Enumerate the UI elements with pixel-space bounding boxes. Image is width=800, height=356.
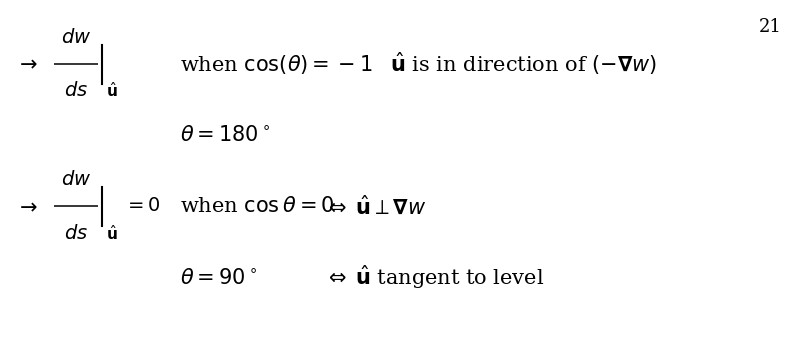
Text: $\hat{\mathbf{u}}$: $\hat{\mathbf{u}}$ xyxy=(106,224,118,243)
Text: $\Leftrightarrow\;\hat{\mathbf{u}} \perp \boldsymbol{\nabla}w$: $\Leftrightarrow\;\hat{\mathbf{u}} \perp… xyxy=(324,195,426,218)
Text: $ds$: $ds$ xyxy=(64,224,88,243)
Text: $\rightarrow$: $\rightarrow$ xyxy=(15,54,38,74)
Text: $ds$: $ds$ xyxy=(64,81,88,100)
Text: $\theta = 180^\circ$: $\theta = 180^\circ$ xyxy=(180,125,270,145)
Text: when $\cos(\theta) = -1\;\;$ $\hat{\mathbf{u}}$ is in direction of $(-\boldsymbo: when $\cos(\theta) = -1\;\;$ $\hat{\math… xyxy=(180,51,657,77)
Text: $\hat{\mathbf{u}}$: $\hat{\mathbf{u}}$ xyxy=(106,81,118,100)
Text: $dw$: $dw$ xyxy=(61,28,91,47)
Text: when $\cos\theta = 0$: when $\cos\theta = 0$ xyxy=(180,197,334,216)
Text: $\Leftrightarrow\;\hat{\mathbf{u}}$ tangent to level: $\Leftrightarrow\;\hat{\mathbf{u}}$ tang… xyxy=(324,264,544,292)
Text: 21: 21 xyxy=(758,18,782,36)
Text: $dw$: $dw$ xyxy=(61,170,91,189)
Text: $\theta = 90^\circ$: $\theta = 90^\circ$ xyxy=(180,268,257,288)
Text: $= 0$: $= 0$ xyxy=(124,198,161,215)
Text: $\rightarrow$: $\rightarrow$ xyxy=(15,197,38,216)
